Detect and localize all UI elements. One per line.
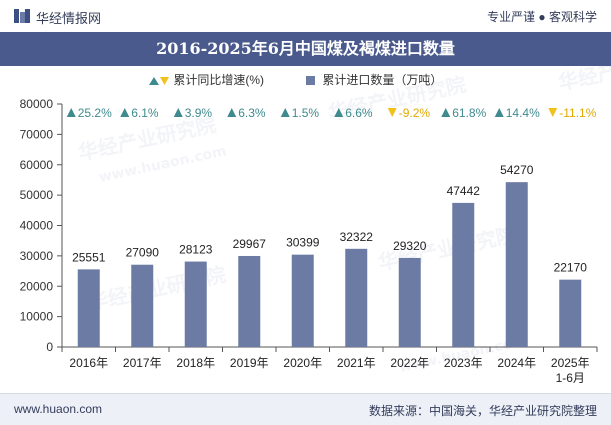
growth-down-arrow-icon <box>387 108 397 117</box>
x-tick-label: 2023年 <box>444 356 483 370</box>
legend-volume-label: 累计进口数量（万吨） <box>322 73 443 87</box>
growth-label: 6.6% <box>345 106 373 120</box>
bar-value-label: 54270 <box>500 163 534 177</box>
tagline: 专业严谨 ● 客观科学 <box>487 10 597 24</box>
growth-label: -9.2% <box>399 106 431 120</box>
brand-logo-icon <box>14 9 30 23</box>
x-tick-label: 2017年 <box>123 356 162 370</box>
watermark-text: 华经产业研究院 <box>556 42 611 95</box>
y-tick-label: 80000 <box>20 97 54 111</box>
bar-value-label: 32322 <box>340 230 374 244</box>
x-tick-label: 2016年 <box>69 356 108 370</box>
bar-value-label: 29967 <box>233 237 267 251</box>
bar <box>398 257 421 347</box>
title-band: 2016-2025年6月中国煤及褐煤进口数量 <box>0 32 611 66</box>
legend-growth-label: 累计同比增速(%) <box>173 73 265 87</box>
x-tick-label: 1-6月 <box>556 371 585 385</box>
growth-up-arrow-icon <box>66 108 76 117</box>
growth-label: 1.5% <box>292 106 320 120</box>
bar <box>345 248 368 347</box>
chart-title: 2016-2025年6月中国煤及褐煤进口数量 <box>156 39 455 58</box>
y-tick-label: 0 <box>46 340 53 354</box>
growth-label: 6.3% <box>238 106 266 120</box>
bar-value-label: 47442 <box>447 184 481 198</box>
growth-up-arrow-icon <box>120 108 130 117</box>
bar <box>77 269 100 347</box>
growth-label: 25.2% <box>78 106 112 120</box>
x-tick-label: 2020年 <box>283 356 322 370</box>
x-tick-label: 2022年 <box>390 356 429 370</box>
legend-growth: 累计同比增速(%) <box>148 71 264 88</box>
y-tick-label: 30000 <box>20 249 54 263</box>
growth-label: -11.1% <box>559 106 596 120</box>
bar <box>184 261 207 347</box>
growth-down-arrow-icon <box>548 108 558 117</box>
legend: 累计同比增速(%) 累计进口数量（万吨） <box>0 68 611 90</box>
top-strip: 华经情报网 专业严谨 ● 客观科学 <box>0 0 611 32</box>
y-tick-label: 70000 <box>20 127 54 141</box>
bar <box>131 264 154 347</box>
bar <box>291 254 314 347</box>
growth-up-arrow-icon <box>280 108 290 117</box>
growth-up-arrow-icon <box>227 108 237 117</box>
x-tick-label: 2021年 <box>337 356 376 370</box>
bar-value-label: 29320 <box>393 239 427 253</box>
bar <box>238 255 261 347</box>
legend-volume-swatch <box>306 76 315 86</box>
x-tick-label: 2025年 <box>551 356 590 370</box>
bar <box>452 202 475 347</box>
growth-label: 14.4% <box>506 106 540 120</box>
growth-label: 3.9% <box>185 106 213 120</box>
legend-volume: 累计进口数量（万吨） <box>306 71 442 88</box>
growth-up-arrow-icon <box>334 108 344 117</box>
bar-value-label: 22170 <box>554 261 588 275</box>
bar <box>505 182 528 347</box>
footer-url: www.huaon.com <box>14 402 103 416</box>
bar-value-label: 27090 <box>126 246 160 260</box>
bar-value-label: 25551 <box>72 250 106 264</box>
y-tick-label: 60000 <box>20 158 54 172</box>
x-tick-label: 2019年 <box>230 356 269 370</box>
x-tick-label: 2018年 <box>176 356 215 370</box>
bar-value-label: 30399 <box>286 236 320 250</box>
chart-canvas: 华经产业研究院华经产业研究院华经产业研究院华经产业研究院华经产业研究院www.h… <box>20 42 611 385</box>
y-tick-label: 20000 <box>20 279 54 293</box>
growth-up-arrow-icon <box>494 108 504 117</box>
data-source: 数据来源：中国海关，华经产业研究院整理 <box>368 404 597 418</box>
bar-value-label: 28123 <box>179 243 213 257</box>
footer: www.huaon.com 数据来源：中国海关，华经产业研究院整理 <box>0 393 611 425</box>
bar <box>559 279 582 347</box>
brand-name: 华经情报网 <box>36 11 102 26</box>
y-tick-label: 10000 <box>20 310 54 324</box>
growth-up-arrow-icon <box>173 108 183 117</box>
x-tick-label: 2024年 <box>497 356 536 370</box>
growth-label: 6.1% <box>131 106 159 120</box>
y-tick-label: 50000 <box>20 188 54 202</box>
growth-label: 61.8% <box>452 106 486 120</box>
y-tick-label: 40000 <box>20 219 54 233</box>
legend-growth-arrows-icon <box>149 76 169 85</box>
growth-up-arrow-icon <box>441 108 451 117</box>
